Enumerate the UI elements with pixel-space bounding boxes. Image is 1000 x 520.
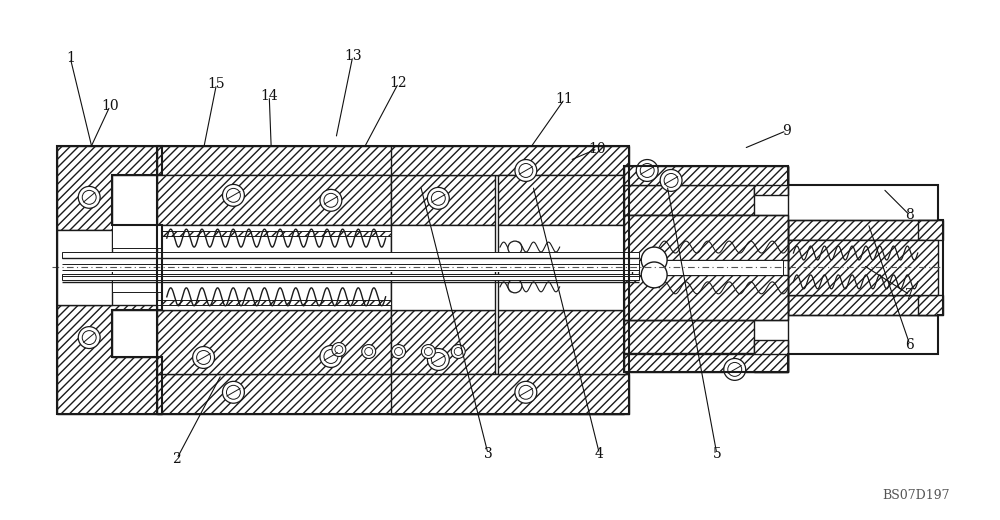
Bar bbox=[788, 295, 938, 315]
Circle shape bbox=[451, 345, 465, 358]
Bar bbox=[624, 215, 788, 260]
Circle shape bbox=[226, 188, 240, 202]
Text: 12: 12 bbox=[390, 76, 407, 90]
Bar bbox=[624, 355, 788, 372]
Bar bbox=[624, 165, 788, 186]
Bar bbox=[157, 146, 624, 175]
Circle shape bbox=[222, 185, 244, 206]
Bar bbox=[157, 374, 624, 414]
Bar bbox=[157, 231, 391, 236]
Bar bbox=[754, 165, 788, 196]
Circle shape bbox=[641, 247, 667, 273]
Polygon shape bbox=[57, 146, 162, 230]
Bar bbox=[639, 240, 923, 295]
Polygon shape bbox=[57, 305, 162, 414]
Text: 6: 6 bbox=[905, 337, 914, 352]
Bar bbox=[918, 220, 943, 240]
Circle shape bbox=[362, 345, 376, 358]
Text: 9: 9 bbox=[782, 124, 791, 138]
Bar bbox=[112, 225, 162, 248]
Bar bbox=[498, 225, 632, 310]
Bar bbox=[62, 252, 639, 258]
Circle shape bbox=[728, 362, 742, 376]
Circle shape bbox=[78, 327, 100, 348]
Bar bbox=[788, 220, 938, 240]
Circle shape bbox=[454, 347, 462, 356]
Circle shape bbox=[222, 381, 244, 403]
Circle shape bbox=[508, 279, 522, 293]
Circle shape bbox=[427, 348, 449, 370]
Bar bbox=[62, 258, 639, 272]
Circle shape bbox=[664, 174, 678, 187]
Bar bbox=[157, 225, 391, 310]
Bar bbox=[112, 270, 162, 292]
Text: 11: 11 bbox=[556, 92, 574, 106]
Circle shape bbox=[324, 349, 338, 363]
Circle shape bbox=[519, 385, 533, 399]
Text: 15: 15 bbox=[208, 77, 225, 91]
Circle shape bbox=[424, 347, 432, 356]
Text: 1: 1 bbox=[66, 51, 75, 65]
Circle shape bbox=[427, 187, 449, 209]
Text: 2: 2 bbox=[172, 452, 181, 466]
Bar bbox=[624, 320, 754, 353]
Bar bbox=[62, 274, 639, 280]
Text: 14: 14 bbox=[260, 89, 278, 103]
Bar bbox=[624, 186, 754, 215]
Text: BS07D197: BS07D197 bbox=[882, 489, 950, 502]
Circle shape bbox=[82, 190, 96, 204]
Text: 7: 7 bbox=[905, 288, 914, 302]
Circle shape bbox=[636, 160, 658, 181]
Bar bbox=[498, 175, 627, 225]
Circle shape bbox=[395, 347, 403, 356]
Circle shape bbox=[421, 345, 435, 358]
Bar bbox=[918, 295, 943, 315]
Circle shape bbox=[320, 189, 342, 211]
Text: 13: 13 bbox=[344, 49, 362, 63]
Circle shape bbox=[226, 385, 240, 399]
Bar bbox=[391, 146, 629, 175]
Circle shape bbox=[515, 381, 537, 403]
Circle shape bbox=[335, 346, 343, 354]
Bar bbox=[157, 175, 391, 225]
Circle shape bbox=[431, 353, 445, 367]
Bar bbox=[391, 310, 495, 374]
Circle shape bbox=[724, 358, 746, 380]
Circle shape bbox=[365, 347, 373, 356]
Bar bbox=[57, 230, 112, 305]
Circle shape bbox=[515, 160, 537, 181]
Text: 5: 5 bbox=[712, 447, 721, 461]
Bar bbox=[157, 310, 391, 374]
Circle shape bbox=[431, 191, 445, 205]
Circle shape bbox=[660, 170, 682, 191]
Text: 4: 4 bbox=[595, 447, 604, 461]
Text: 8: 8 bbox=[905, 208, 914, 222]
Circle shape bbox=[392, 345, 406, 358]
Circle shape bbox=[640, 163, 654, 177]
Circle shape bbox=[324, 193, 338, 207]
Bar bbox=[788, 240, 938, 295]
Bar bbox=[639, 260, 783, 275]
Circle shape bbox=[508, 241, 522, 255]
Circle shape bbox=[320, 346, 342, 368]
Bar bbox=[391, 374, 629, 414]
Text: 3: 3 bbox=[484, 447, 492, 461]
Text: 10: 10 bbox=[101, 99, 119, 113]
Circle shape bbox=[641, 262, 667, 288]
Circle shape bbox=[78, 186, 100, 209]
Circle shape bbox=[82, 331, 96, 345]
Circle shape bbox=[519, 163, 533, 177]
Circle shape bbox=[197, 350, 211, 365]
Circle shape bbox=[332, 343, 346, 357]
Bar bbox=[498, 310, 627, 374]
Text: 10: 10 bbox=[589, 141, 606, 155]
Bar bbox=[391, 225, 495, 310]
Bar bbox=[624, 275, 788, 320]
Bar bbox=[157, 300, 391, 305]
Bar bbox=[391, 175, 495, 225]
Bar bbox=[754, 340, 788, 372]
Circle shape bbox=[193, 346, 215, 368]
